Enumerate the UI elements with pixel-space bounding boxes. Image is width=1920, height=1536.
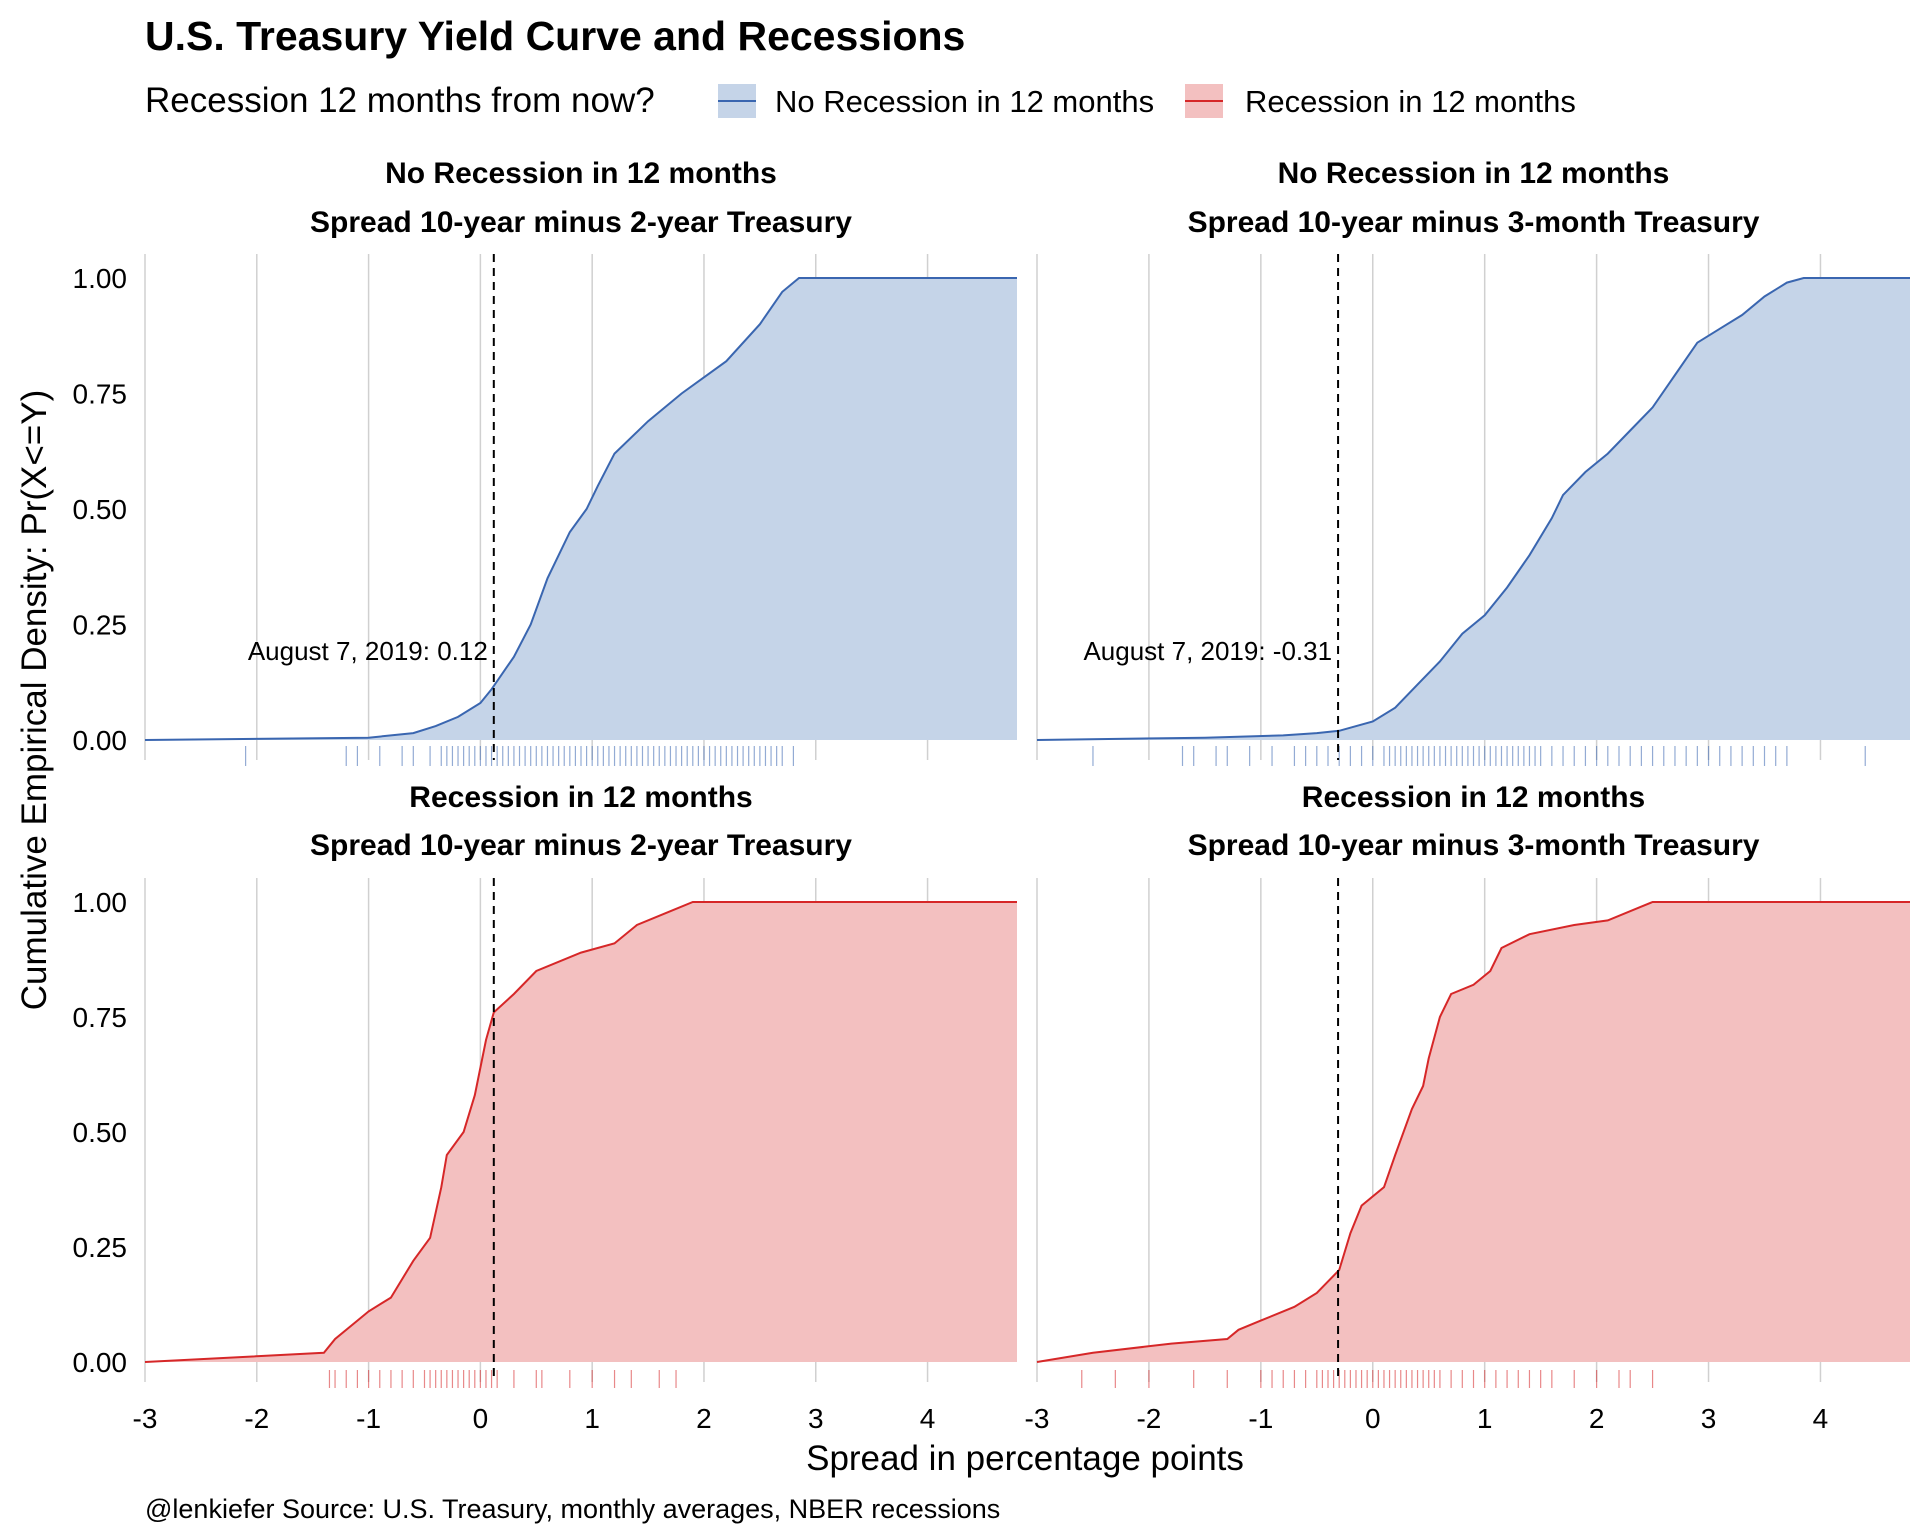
y-tick-label: 0.50 — [73, 494, 128, 525]
y-tick-label: 0.00 — [73, 1347, 128, 1378]
legend-title: Recession 12 months from now? — [145, 81, 655, 120]
panel-top-right: No Recession in 12 months Spread 10-year … — [1036, 157, 1910, 766]
chart-title: U.S. Treasury Yield Curve and Recessions — [145, 13, 965, 59]
y-tick-label: 0.25 — [73, 1232, 128, 1263]
strip-label-spread: Spread 10-year minus 3-month Treasury — [1188, 206, 1760, 239]
x-tick-label: -3 — [1025, 1403, 1050, 1434]
y-tick-label: 1.00 — [73, 887, 128, 918]
y-axis-title: Cumulative Empirical Density: Pr(X<=Y) — [15, 390, 54, 1010]
panel-bottom-right: Recession in 12 months Spread 10-year min… — [1025, 781, 1910, 1434]
ecdf-area — [145, 278, 1017, 740]
annotation-label: August 7, 2019: -0.31 — [1083, 636, 1332, 666]
ecdf-area — [1037, 278, 1910, 740]
x-tick-label: -3 — [133, 1403, 158, 1434]
ecdf-area — [145, 902, 1017, 1362]
ecdf-area — [1037, 902, 1910, 1362]
strip-label-spread: Spread 10-year minus 3-month Treasury — [1188, 829, 1760, 862]
y-tick-label: 0.50 — [73, 1117, 128, 1148]
legend: Recession 12 months from now? No Recessi… — [145, 81, 1576, 120]
strip-label-outcome: No Recession in 12 months — [1278, 157, 1670, 190]
ecdf-line — [144, 901, 1017, 1363]
caption: @lenkiefer Source: U.S. Treasury, monthl… — [145, 1494, 1000, 1524]
legend-label-no-recession: No Recession in 12 months — [775, 84, 1154, 119]
y-tick-label: 0.75 — [73, 1002, 128, 1033]
x-tick-label: 1 — [1477, 1403, 1493, 1434]
x-tick-label: 2 — [1589, 1403, 1605, 1434]
x-tick-label: 2 — [696, 1403, 712, 1434]
panel-bottom-left: Recession in 12 months Spread 10-year min… — [73, 781, 1017, 1434]
x-tick-label: 1 — [584, 1403, 600, 1434]
panels: No Recession in 12 months Spread 10-year … — [73, 157, 1910, 1434]
x-tick-label: 0 — [1365, 1403, 1381, 1434]
x-tick-label: 3 — [808, 1403, 824, 1434]
ecdf-line — [1036, 901, 1910, 1363]
strip-label-outcome: Recession in 12 months — [409, 781, 752, 814]
y-tick-label: 0.75 — [73, 379, 128, 410]
strip-label-spread: Spread 10-year minus 2-year Treasury — [310, 206, 852, 239]
y-tick-label: 1.00 — [73, 263, 128, 294]
x-axis-title: Spread in percentage points — [806, 1439, 1244, 1478]
x-tick-label: 4 — [1813, 1403, 1829, 1434]
ecdf-line — [1036, 277, 1910, 741]
strip-label-outcome: No Recession in 12 months — [385, 157, 777, 190]
x-tick-label: -2 — [244, 1403, 269, 1434]
ecdf-line — [144, 277, 1017, 741]
legend-label-recession: Recession in 12 months — [1245, 84, 1576, 119]
strip-label-outcome: Recession in 12 months — [1302, 781, 1645, 814]
x-tick-label: -2 — [1136, 1403, 1161, 1434]
x-tick-label: -1 — [356, 1403, 381, 1434]
x-tick-label: 3 — [1701, 1403, 1717, 1434]
panel-top-left: No Recession in 12 months Spread 10-year … — [73, 157, 1017, 766]
x-tick-label: 4 — [920, 1403, 936, 1434]
strip-label-spread: Spread 10-year minus 2-year Treasury — [310, 829, 852, 862]
y-tick-label: 0.25 — [73, 610, 128, 641]
annotation-label: August 7, 2019: 0.12 — [248, 636, 488, 666]
x-tick-label: 0 — [473, 1403, 489, 1434]
y-tick-label: 0.00 — [73, 725, 128, 756]
x-tick-label: -1 — [1248, 1403, 1273, 1434]
